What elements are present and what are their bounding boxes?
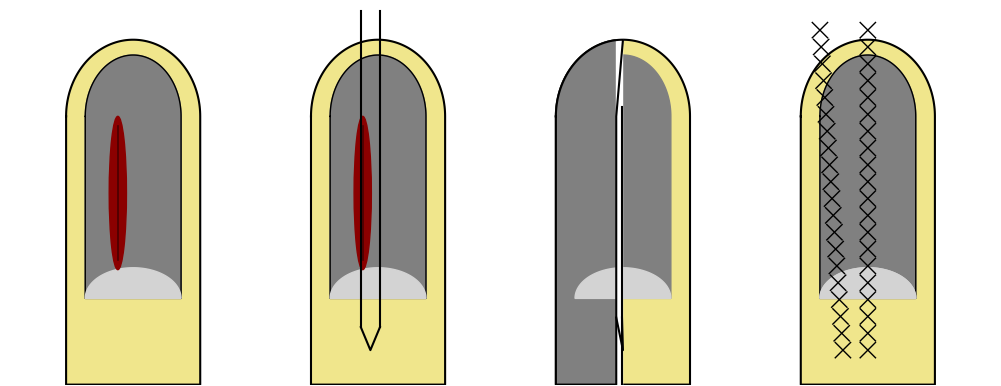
Polygon shape [311,40,445,384]
Polygon shape [330,55,426,298]
Polygon shape [575,268,671,298]
Polygon shape [801,40,935,384]
Polygon shape [556,40,690,384]
Polygon shape [820,55,916,298]
Polygon shape [575,55,671,298]
Polygon shape [85,55,181,298]
Polygon shape [556,40,623,384]
Polygon shape [820,268,916,298]
Polygon shape [617,20,622,384]
Polygon shape [85,268,181,298]
Ellipse shape [109,116,126,270]
Polygon shape [820,268,916,298]
Ellipse shape [354,116,371,270]
Polygon shape [66,40,200,384]
Polygon shape [330,268,426,298]
